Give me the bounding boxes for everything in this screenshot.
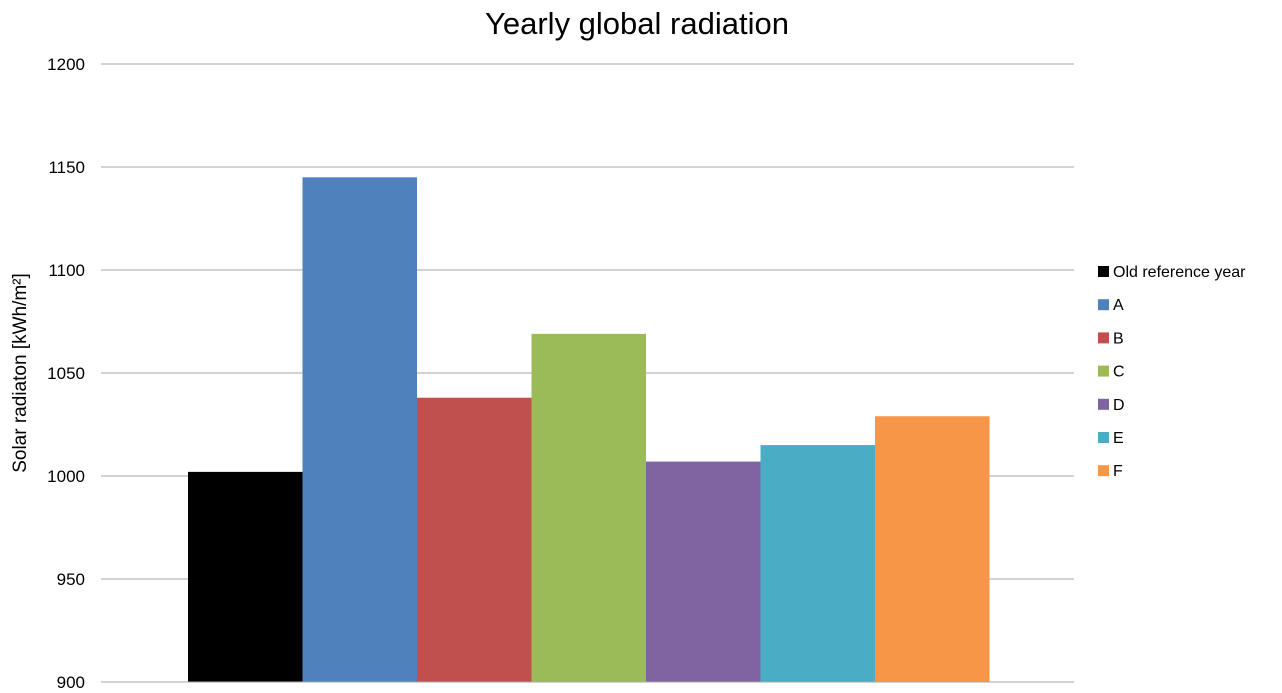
- legend-item: A: [1098, 297, 1124, 314]
- legend-label: D: [1113, 397, 1125, 414]
- legend-label: C: [1113, 364, 1125, 381]
- bar-a: [302, 177, 417, 683]
- bar-f: [875, 416, 990, 682]
- legend-item: F: [1098, 463, 1123, 480]
- bar-d: [646, 461, 761, 682]
- legend-swatch: [1098, 398, 1109, 410]
- y-axis-ticks: 900 950 1000 1050 1100 1150 1200: [47, 55, 85, 692]
- y-tick-label: 1000: [47, 467, 85, 486]
- legend-label: A: [1113, 297, 1124, 314]
- legend-item: Old reference year: [1098, 264, 1246, 281]
- y-tick-label: 1200: [47, 55, 85, 74]
- legend-item: C: [1098, 364, 1125, 381]
- bar-e: [760, 445, 875, 682]
- legend-item: B: [1098, 330, 1124, 347]
- legend-swatch: [1098, 432, 1109, 443]
- legend-item: E: [1098, 430, 1124, 447]
- legend-label: Old reference year: [1113, 264, 1246, 281]
- legend-label: E: [1113, 430, 1124, 447]
- legend-swatch: [1098, 332, 1109, 344]
- legend-swatch: [1098, 266, 1109, 277]
- legend-item: D: [1098, 397, 1125, 414]
- y-tick-label: 1050: [47, 364, 85, 383]
- y-axis-label: Solar radiaton [kWh/m²]: [10, 273, 31, 473]
- y-tick-label: 950: [57, 570, 85, 589]
- bars: [188, 177, 990, 683]
- bar-b: [417, 397, 532, 682]
- y-tick-label: 1150: [48, 158, 85, 177]
- legend-label: F: [1113, 463, 1123, 480]
- legend-swatch: [1098, 299, 1109, 311]
- legend-swatch: [1098, 465, 1109, 477]
- y-tick-label: 900: [57, 673, 85, 692]
- bar-c: [531, 333, 646, 682]
- bar-old-reference-year: [188, 471, 303, 682]
- legend-swatch: [1098, 365, 1109, 377]
- chart-title: Yearly global radiation: [485, 6, 789, 41]
- y-tick-label: 1100: [48, 261, 85, 280]
- legend-label: B: [1113, 330, 1124, 347]
